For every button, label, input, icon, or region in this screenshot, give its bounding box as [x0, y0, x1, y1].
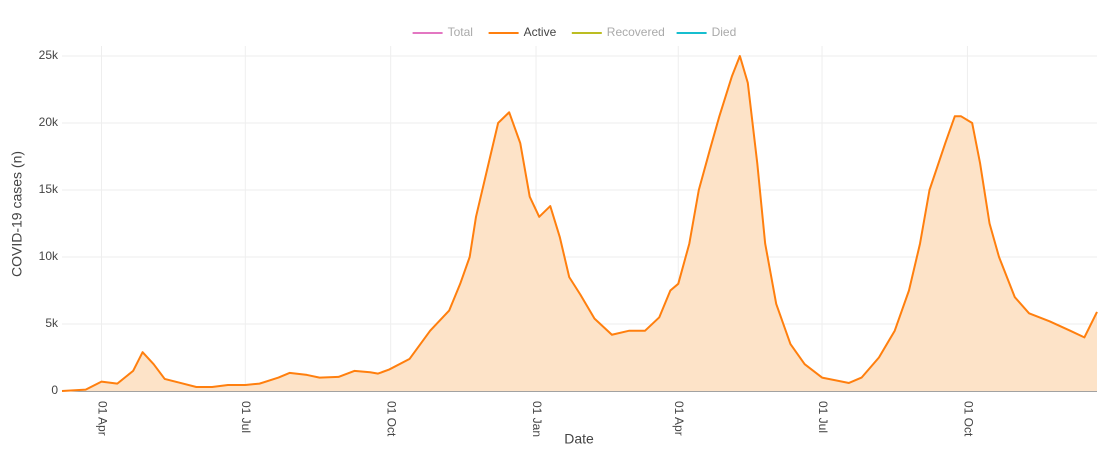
y-tick-label: 25k: [39, 48, 59, 62]
line: [61, 55, 1098, 392]
legend-label: Recovered: [607, 25, 665, 39]
x-tick-label: 01 Jul: [239, 401, 253, 433]
legend-label: Active: [524, 25, 557, 39]
legend-item[interactable]: Died: [676, 25, 737, 39]
x-tick-label: 01 Jan: [530, 401, 544, 437]
legend-label: Total: [448, 25, 473, 39]
legend-item[interactable]: Active: [488, 25, 557, 39]
y-tick-label: 10k: [39, 249, 59, 263]
area-fill: [62, 56, 1097, 391]
y-tick-label: 20k: [39, 115, 59, 129]
x-tick-label: 01 Oct: [384, 401, 398, 437]
x-tick-label: 01 Jul: [816, 401, 830, 433]
y-axis-title: COVID-19 cases (n): [9, 151, 25, 277]
legend-label: Died: [712, 25, 737, 39]
y-tick-label: 15k: [39, 182, 59, 196]
x-axis-title: Date: [564, 431, 594, 447]
x-tick-label: 01 Oct: [961, 401, 975, 437]
legend-item[interactable]: Total: [412, 25, 473, 39]
y-tick-label: 0: [51, 383, 58, 397]
x-tick-label: 01 Apr: [672, 401, 686, 436]
x-tick-label: 01 Apr: [95, 401, 109, 436]
y-tick-label: 5k: [45, 316, 59, 330]
legend-item[interactable]: Recovered: [571, 25, 665, 39]
